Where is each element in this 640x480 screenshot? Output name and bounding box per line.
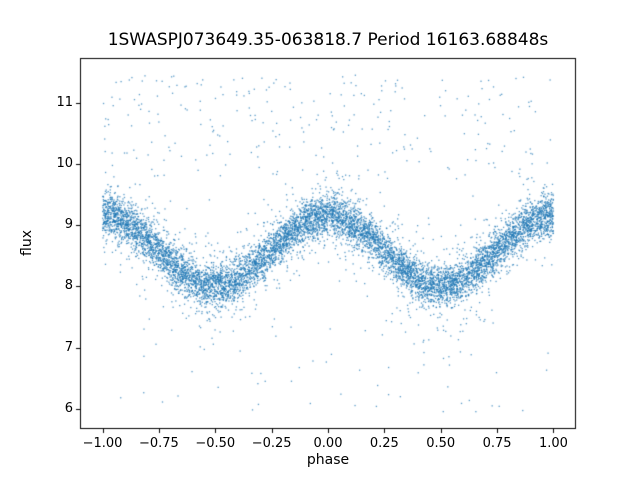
x-axis-label: phase (306, 452, 350, 468)
x-tick-label: 0.25 (369, 436, 399, 451)
y-axis-label: flux (19, 230, 35, 256)
y-tick-label: 11 (56, 94, 73, 110)
y-tick-label: 7 (64, 339, 73, 355)
x-tick-label: 0.50 (426, 436, 456, 451)
y-tick-label: 10 (56, 155, 73, 171)
x-tick-label: 0.00 (313, 436, 343, 451)
x-tick-label: −1.00 (82, 436, 123, 451)
x-tick-label: 0.75 (482, 436, 512, 451)
y-tick-label: 9 (64, 217, 73, 233)
y-tick-label: 8 (64, 278, 73, 294)
y-tick-label: 6 (64, 400, 73, 416)
x-tick-label: −0.50 (195, 436, 236, 451)
x-tick-label: −0.25 (251, 436, 292, 451)
x-tick-label: 1.00 (538, 436, 568, 451)
x-tick-label: −0.75 (138, 436, 179, 451)
chart-title: 1SWASPJ073649.35-063818.7 Period 16163.6… (107, 30, 549, 50)
